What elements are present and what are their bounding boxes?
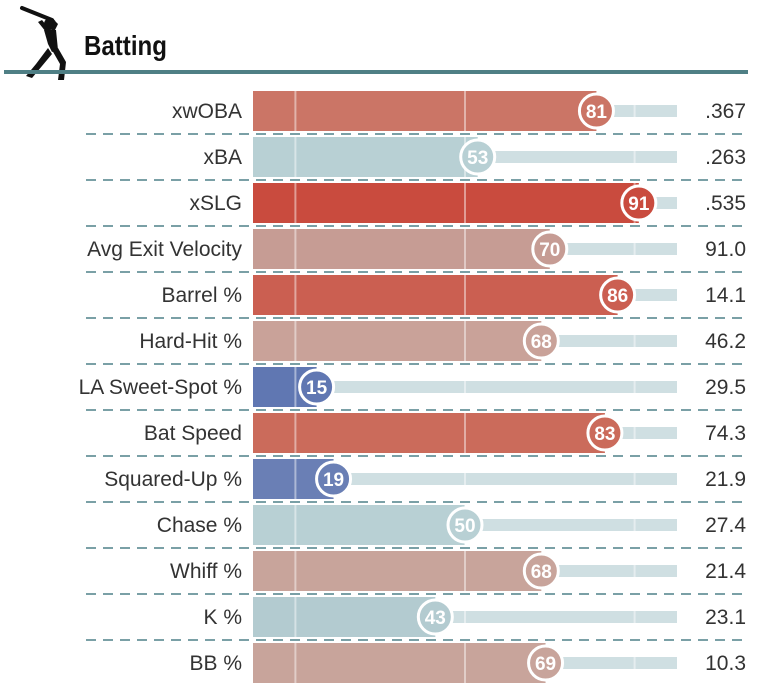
- percentile-bar: [253, 183, 639, 223]
- metric-value: 91.0: [705, 238, 746, 261]
- percentile-number: 69: [535, 654, 556, 675]
- metric-value: 21.4: [705, 560, 746, 583]
- percentile-bar: [253, 275, 618, 315]
- metric-label: Chase %: [157, 514, 242, 537]
- percentile-bar: [253, 137, 478, 177]
- percentile-bar: [253, 643, 546, 683]
- percentile-bar: [253, 229, 550, 269]
- percentile-number: 86: [607, 286, 628, 307]
- percentile-circle: [586, 414, 624, 452]
- metric-label: BB %: [189, 652, 242, 675]
- percentile-number: 91: [628, 194, 650, 215]
- metric-value: 29.5: [705, 376, 746, 399]
- percentile-circle: [531, 230, 569, 268]
- percentile-number: 70: [539, 240, 560, 261]
- percentile-circle: [416, 598, 454, 636]
- metric-value: 14.1: [705, 284, 746, 307]
- metric-label: xSLG: [189, 192, 242, 215]
- percentile-circle: [298, 368, 336, 406]
- percentile-number: 50: [454, 516, 475, 537]
- percentile-circle: [459, 138, 497, 176]
- metric-label: Bat Speed: [144, 422, 242, 445]
- percentile-track: [253, 473, 677, 485]
- metric-value: 23.1: [705, 606, 746, 629]
- percentile-number: 68: [531, 562, 552, 583]
- metric-label: K %: [203, 606, 242, 629]
- metric-label: LA Sweet-Spot %: [79, 376, 242, 399]
- percentile-track: [253, 381, 677, 393]
- header-rule: [4, 70, 748, 74]
- percentile-circle: [315, 460, 353, 498]
- metric-value: .535: [705, 192, 746, 215]
- metric-value: .263: [705, 146, 746, 169]
- percentile-bar: [253, 551, 542, 591]
- percentile-bar: [253, 413, 605, 453]
- percentile-number: 43: [425, 608, 446, 629]
- metric-label: Avg Exit Velocity: [87, 238, 242, 261]
- percentile-number: 15: [306, 378, 328, 399]
- metric-label: xBA: [203, 146, 242, 169]
- percentile-bar: [253, 321, 542, 361]
- metric-value: 21.9: [705, 468, 746, 491]
- percentile-number: 83: [594, 424, 615, 445]
- percentile-bar: [253, 505, 465, 545]
- percentile-number: 68: [531, 332, 552, 353]
- percentile-circle: [522, 552, 560, 590]
- metric-label: Squared-Up %: [104, 468, 242, 491]
- percentile-number: 19: [323, 470, 344, 491]
- percentile-circle: [446, 506, 484, 544]
- metric-value: .367: [705, 100, 746, 123]
- percentile-circle: [577, 92, 615, 130]
- percentile-number: 53: [467, 148, 488, 169]
- percentile-circle: [620, 184, 658, 222]
- metric-value: 27.4: [705, 514, 746, 537]
- percentile-circle: [527, 644, 565, 682]
- metric-value: 74.3: [705, 422, 746, 445]
- metric-label: Barrel %: [161, 284, 242, 307]
- percentile-circle: [599, 276, 637, 314]
- section-title: Batting: [84, 30, 167, 61]
- metric-label: xwOBA: [172, 100, 242, 123]
- metric-label: Whiff %: [170, 560, 242, 583]
- percentile-bar: [253, 91, 597, 131]
- percentile-number: 81: [586, 102, 608, 123]
- section-header: Batting: [0, 0, 760, 80]
- percentile-circle: [522, 322, 560, 360]
- metric-value: 10.3: [705, 652, 746, 675]
- metric-label: Hard-Hit %: [139, 330, 242, 353]
- metric-value: 46.2: [705, 330, 746, 353]
- percentile-bar: [253, 597, 436, 637]
